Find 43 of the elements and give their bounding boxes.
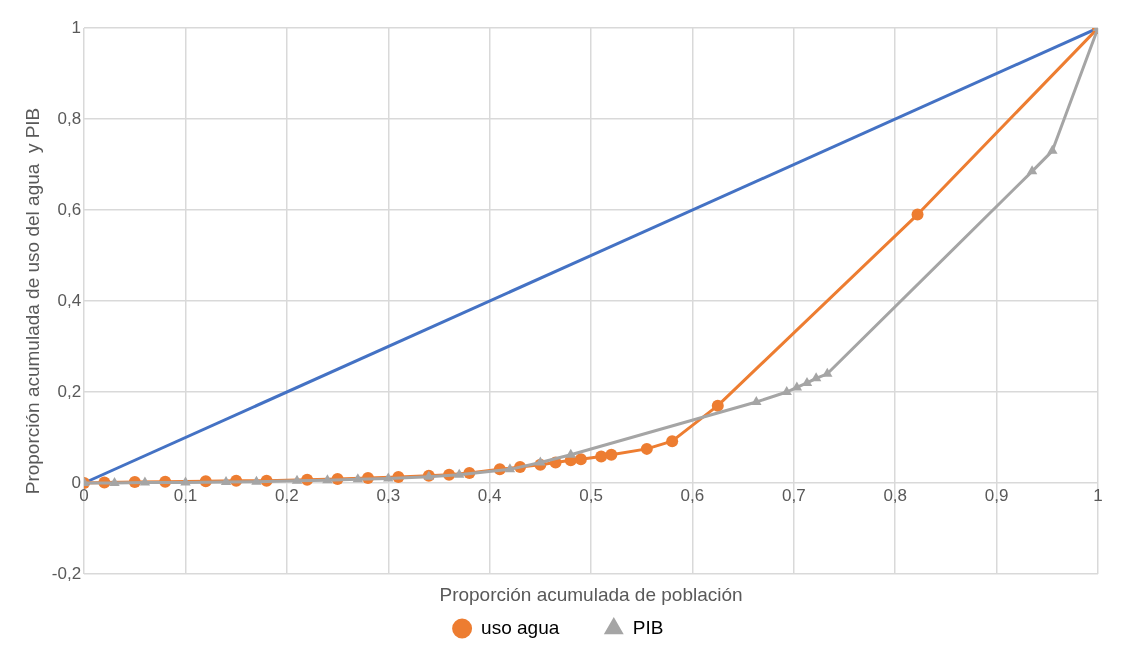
y-tick-label: 1 (71, 17, 82, 37)
x-axis-title: Proporción acumulada de población (439, 583, 743, 605)
x-tick-label: 0,4 (477, 485, 502, 505)
x-tick-label: 0,2 (275, 485, 299, 505)
point (911, 208, 924, 221)
point (352, 473, 364, 483)
point (504, 463, 516, 473)
y-tick-label: 0,2 (57, 381, 82, 401)
point (251, 475, 262, 485)
point (109, 477, 120, 486)
point (666, 435, 679, 448)
legend-label: PIB (632, 616, 664, 638)
point (180, 476, 191, 486)
x-tick-label: 0,7 (782, 485, 806, 505)
x-tick-label: 0,9 (984, 485, 1009, 505)
y-axis-title: Proporción acumulada de uso del agua y PIB (21, 107, 43, 495)
point (1047, 144, 1058, 154)
point (640, 442, 653, 455)
x-tick-label: 1 (1093, 485, 1103, 505)
y-tick-label: 0,4 (57, 290, 82, 310)
x-tick-label: 0,5 (579, 485, 603, 505)
point (535, 456, 546, 466)
y-tick-label: 0,6 (57, 199, 82, 219)
point (711, 399, 724, 412)
point (1026, 165, 1038, 175)
x-tick-label: 0,6 (680, 485, 705, 505)
point (220, 476, 232, 486)
point (139, 476, 151, 486)
x-tick-label: 0,1 (173, 485, 198, 505)
point (751, 396, 762, 406)
x-tick-label: 0,8 (883, 485, 908, 505)
point (454, 468, 465, 478)
legend-label: uso agua (481, 616, 560, 638)
y-tick-label: 0,8 (57, 108, 82, 128)
point (291, 474, 303, 484)
y-tick-label: -0,2 (51, 563, 82, 583)
point (565, 448, 576, 458)
point (595, 450, 608, 463)
x-tick-label: 0,3 (376, 485, 401, 505)
point (605, 448, 618, 461)
point (822, 367, 833, 377)
point (574, 453, 587, 466)
point (322, 474, 333, 484)
